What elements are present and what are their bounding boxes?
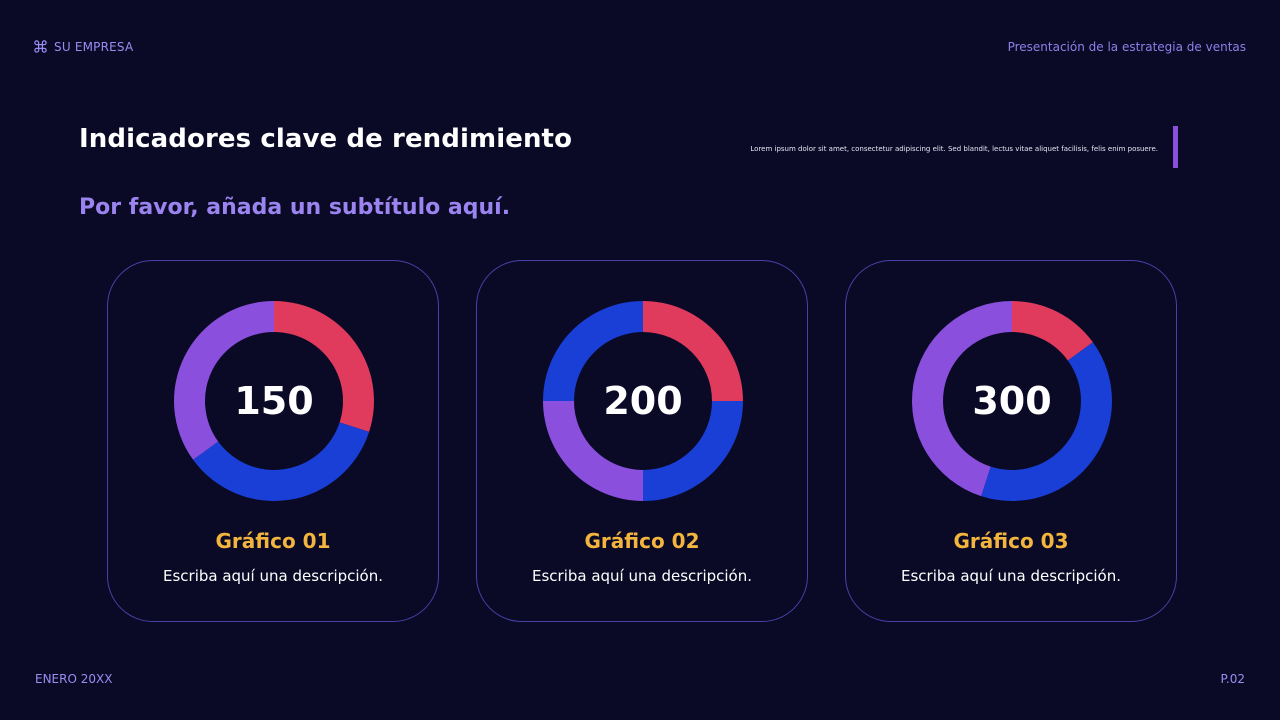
brand: SU EMPRESA — [33, 39, 133, 54]
donut-segment-3 — [912, 301, 1012, 497]
card-title: Gráfico 02 — [584, 529, 700, 553]
accent-bar — [1173, 126, 1178, 168]
donut-segment-4 — [543, 301, 643, 401]
footer-date: ENERO 20XX — [35, 672, 113, 686]
command-icon — [34, 40, 47, 53]
donut-segment-1 — [643, 301, 743, 401]
page-number: P.02 — [1220, 672, 1245, 686]
kpi-card-3: 300 Gráfico 03 Escriba aquí una descripc… — [845, 260, 1177, 622]
donut-chart-3: 300 — [912, 301, 1112, 501]
kpi-card-2: 200 Gráfico 02 Escriba aquí una descripc… — [476, 260, 808, 622]
donut-segment-1 — [1012, 301, 1093, 361]
card-description: Escriba aquí una descripción. — [900, 567, 1122, 585]
donut-segment-3 — [543, 401, 643, 501]
donut-segment-2 — [981, 342, 1112, 501]
donut-chart-2: 200 — [543, 301, 743, 501]
donut-segment-2 — [643, 401, 743, 501]
donut-center-value: 150 — [234, 379, 313, 423]
page-subtitle: Por favor, añada un subtítulo aquí. — [79, 195, 511, 220]
card-description: Escriba aquí una descripción. — [162, 567, 384, 585]
card-description: Escriba aquí una descripción. — [531, 567, 753, 585]
presentation-title: Presentación de la estrategia de ventas — [1007, 40, 1246, 54]
donut-center-value: 200 — [603, 379, 682, 423]
brand-name: SU EMPRESA — [54, 39, 134, 54]
donut-chart-1: 150 — [174, 301, 374, 501]
page-title: Indicadores clave de rendimiento — [79, 124, 573, 154]
description-text: Lorem ipsum dolor sit amet, consectetur … — [750, 145, 1158, 153]
donut-segment-1 — [274, 301, 374, 432]
card-title: Gráfico 01 — [215, 529, 331, 553]
card-title: Gráfico 03 — [953, 529, 1069, 553]
donut-center-value: 300 — [972, 379, 1051, 423]
donut-segment-3 — [174, 301, 274, 460]
donut-segment-2 — [193, 422, 370, 501]
kpi-card-1: 150 Gráfico 01 Escriba aquí una descripc… — [107, 260, 439, 622]
